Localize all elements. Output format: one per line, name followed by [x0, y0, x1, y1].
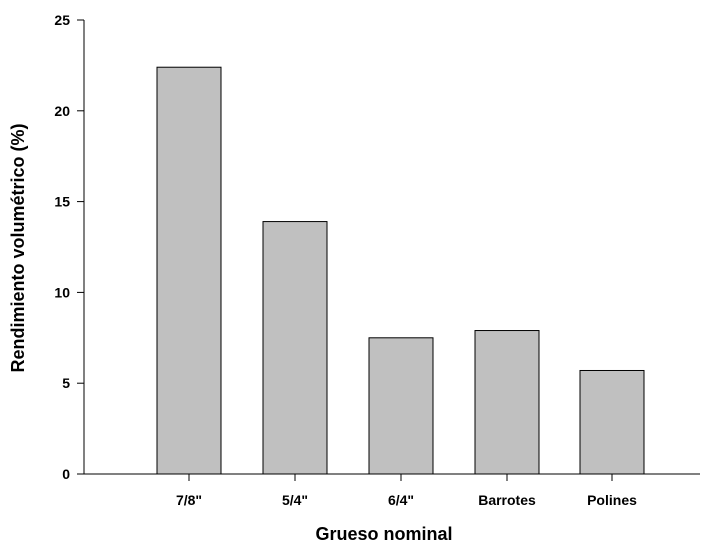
y-tick-label-2: 10 — [54, 284, 70, 300]
y-ticks-group: 0 5 10 15 20 25 — [54, 12, 84, 482]
bar-2 — [368, 337, 434, 475]
y-tick-label-3: 15 — [54, 194, 70, 210]
y-tick-label-4: 20 — [54, 103, 70, 119]
x-ticks-group: 7/8" 5/4" 6/4" Barrotes Polines — [176, 474, 637, 508]
x-tick-label-1: 5/4" — [282, 492, 308, 508]
y-tick-label-0: 0 — [62, 466, 70, 482]
bar-4 — [579, 369, 645, 475]
x-tick-label-4: Polines — [587, 492, 637, 508]
x-tick-label-0: 7/8" — [176, 492, 202, 508]
axes-group — [83, 20, 700, 475]
x-tick-label-3: Barrotes — [478, 492, 536, 508]
y-tick-label-5: 25 — [54, 12, 70, 28]
y-axis-title: Rendimiento volumétrico (%) — [8, 123, 28, 372]
x-tick-label-2: 6/4" — [388, 492, 414, 508]
bar-1 — [262, 221, 328, 475]
bars-group — [156, 66, 645, 475]
bar-3 — [474, 330, 540, 475]
bar-0 — [156, 66, 222, 475]
x-axis-title: Grueso nominal — [315, 524, 452, 544]
y-tick-label-1: 5 — [62, 375, 70, 391]
